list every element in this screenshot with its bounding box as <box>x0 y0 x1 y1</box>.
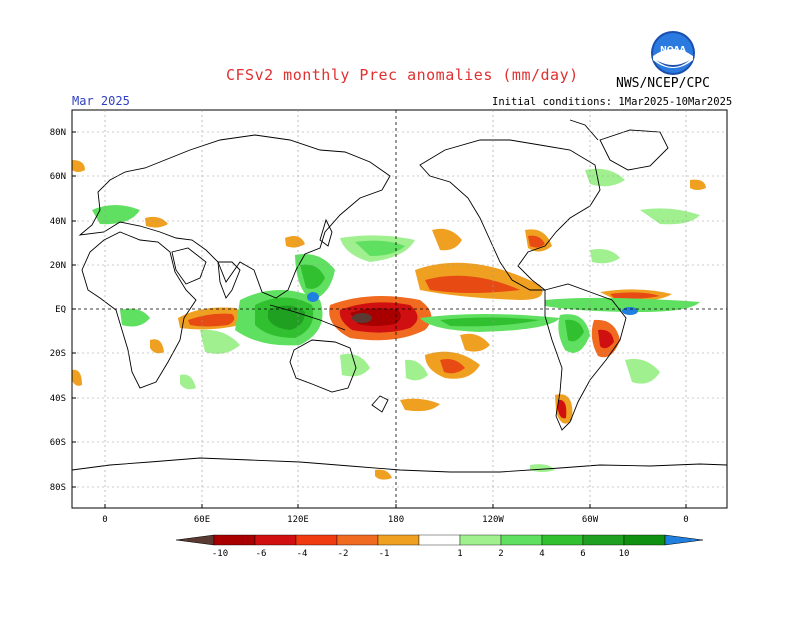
colorbar-label: 10 <box>619 549 630 559</box>
colorbar-label: 1 <box>457 549 462 559</box>
colorbar-arrow-high <box>664 534 704 546</box>
chart-title: CFSv2 monthly Prec anomalies (mm/day) <box>226 66 579 84</box>
svg-text:NOAA: NOAA <box>660 45 686 54</box>
lon-label: 0 <box>102 515 107 525</box>
colorbar-swatch <box>254 534 297 546</box>
colorbar-label: -10 <box>212 549 228 559</box>
colorbar-swatch <box>336 534 379 546</box>
lon-label: 180 <box>388 515 404 525</box>
lon-label: 120E <box>287 515 309 525</box>
colorbar-swatch <box>459 534 502 546</box>
lon-label: 0 <box>683 515 688 525</box>
lat-label: 20N <box>50 261 66 271</box>
anomaly-field <box>72 160 706 480</box>
lat-label: 40S <box>50 394 66 404</box>
colorbar-swatch <box>418 534 461 546</box>
colorbar-swatch <box>213 534 256 546</box>
lat-label: EQ <box>55 305 66 315</box>
lon-label: 60E <box>194 515 210 525</box>
lat-lon-grid <box>72 110 727 508</box>
colorbar-swatch <box>541 534 584 546</box>
lon-label: 60W <box>582 515 599 525</box>
initial-conditions: Initial conditions: 1Mar2025-10Mar2025 <box>492 96 733 108</box>
colorbar-label: -1 <box>379 549 390 559</box>
colorbar-label: 4 <box>539 549 544 559</box>
latitude-labels: 80N 60N 40N 20N EQ 20S 40S 60S 80S <box>50 128 76 493</box>
colorbar-label: 2 <box>498 549 503 559</box>
colorbar-swatch <box>623 534 666 546</box>
lat-label: 60S <box>50 438 66 448</box>
colorbar-label: -4 <box>297 549 308 559</box>
agency-label: NWS/NCEP/CPC <box>616 76 710 91</box>
lat-label: 60N <box>50 172 66 182</box>
colorbar-arrow-low <box>175 534 215 546</box>
lat-label: 80S <box>50 483 66 493</box>
colorbar-swatch <box>500 534 543 546</box>
colorbar-label: -6 <box>256 549 267 559</box>
lon-label: 120W <box>482 515 504 525</box>
colorbar-label: -2 <box>338 549 349 559</box>
colorbar-swatch <box>377 534 420 546</box>
noaa-logo-icon: NOAA <box>651 31 695 75</box>
colorbar: -10 -6 -4 -2 -1 1 2 4 6 10 <box>175 534 704 559</box>
colorbar-swatch <box>582 534 625 546</box>
lat-label: 40N <box>50 217 66 227</box>
colorbar-label: 6 <box>580 549 585 559</box>
lat-label: 80N <box>50 128 66 138</box>
colorbar-swatch <box>295 534 338 546</box>
coastlines <box>72 119 727 473</box>
forecast-period: Mar 2025 <box>72 94 130 108</box>
lat-label: 20S <box>50 349 66 359</box>
longitude-labels: 0 60E 120E 180 120W 60W 0 <box>102 504 689 525</box>
